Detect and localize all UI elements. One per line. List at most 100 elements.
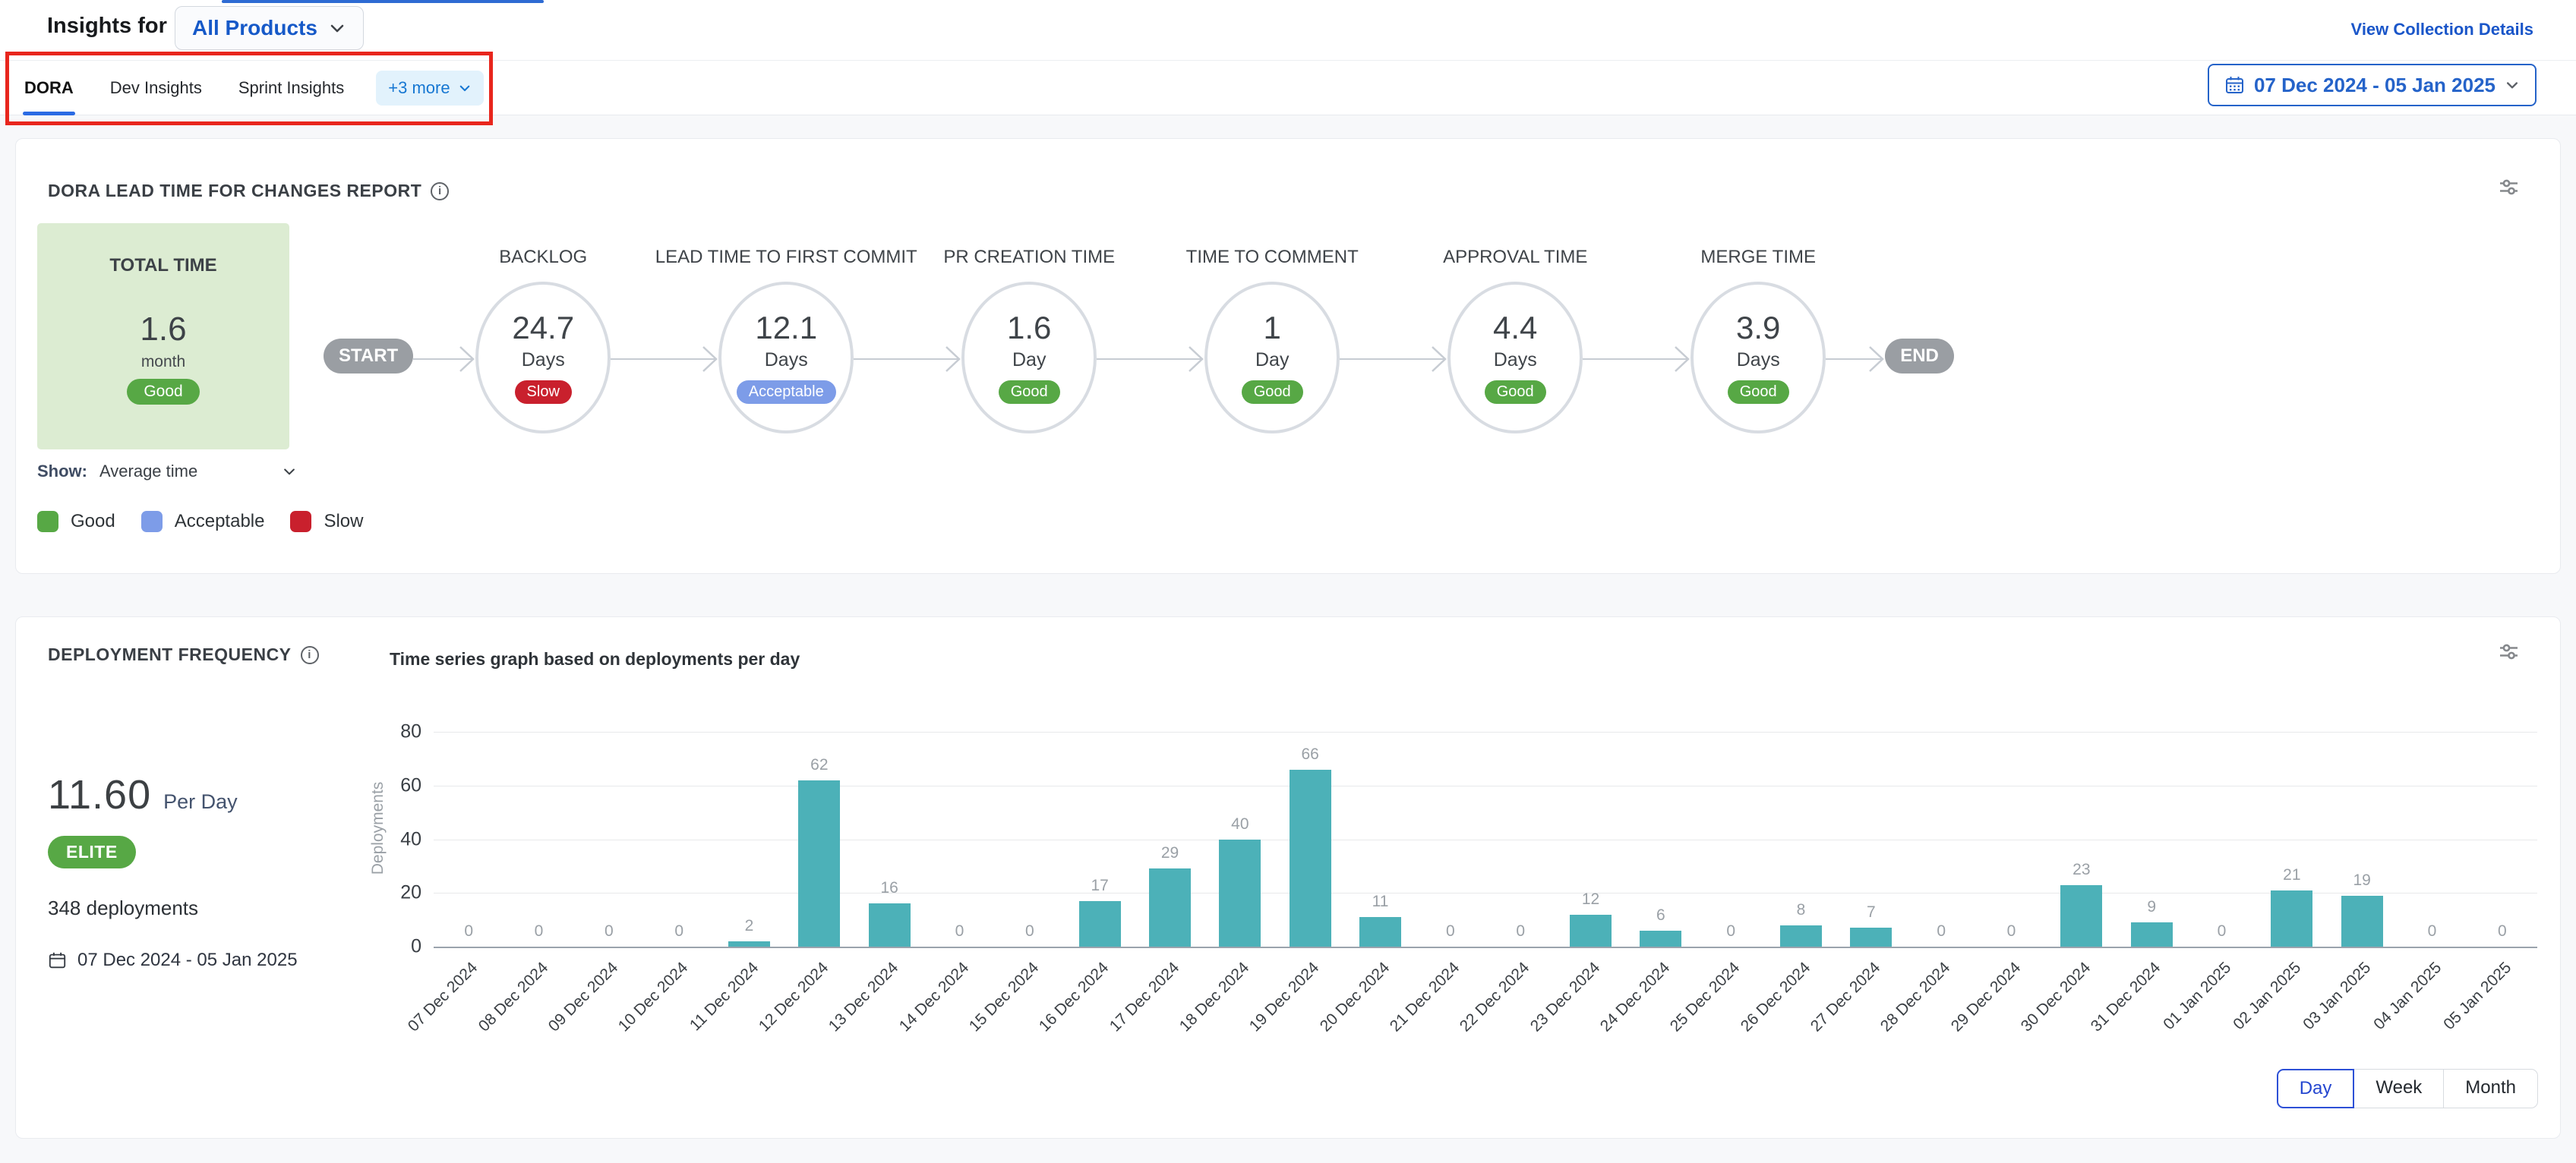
deployment-title-text: DEPLOYMENT FREQUENCY [48, 645, 292, 664]
deployment-bar[interactable] [1640, 930, 1682, 947]
view-collection-details-link[interactable]: View Collection Details [2350, 20, 2533, 39]
total-deployments-text: 348 deployments [48, 897, 199, 919]
x-axis-tick: 17 Dec 2024 [1106, 959, 1182, 1035]
deployment-bar[interactable] [1289, 769, 1331, 947]
stage-name: TIME TO COMMENT [1185, 247, 1359, 268]
x-axis-tick: 21 Dec 2024 [1386, 959, 1463, 1035]
lead-time-card-title: DORA LEAD TIME FOR CHANGES REPORT i [48, 181, 450, 201]
x-axis-tick: 04 Jan 2025 [2369, 959, 2445, 1034]
deployment-bar[interactable] [1780, 925, 1822, 947]
tab-dora[interactable]: DORA [23, 61, 75, 115]
stage-status-badge: Slow [514, 380, 572, 404]
pipeline-stage-merge-time: MERGE TIME 3.9 Days Good [1690, 201, 1826, 433]
pipeline-start-pill: START [324, 339, 414, 373]
bar-value-label: 8 [1796, 900, 1806, 919]
cropped-text-artifact [222, 0, 544, 3]
x-axis-tick: 30 Dec 2024 [2017, 959, 2095, 1035]
deployment-bar[interactable] [2271, 890, 2313, 947]
gridline [434, 732, 2537, 733]
deployment-bar[interactable] [728, 941, 770, 947]
x-axis-tick: 25 Dec 2024 [1666, 959, 1744, 1035]
chevron-down-icon [2505, 77, 2520, 93]
stage-unit: Days [1736, 348, 1780, 370]
legend-item-good: Good [37, 511, 115, 532]
stage-circle: 4.4 Days Good [1447, 282, 1583, 433]
toggle-day-button[interactable]: Day [2276, 1069, 2355, 1108]
flow-arrow-icon [1583, 342, 1690, 376]
granularity-toggle: Day Week Month [2276, 1069, 2538, 1108]
x-axis-tick: 08 Dec 2024 [475, 959, 551, 1035]
more-tabs-dropdown[interactable]: +3 more [376, 70, 484, 106]
show-metric-dropdown[interactable]: Show: Average time [37, 462, 297, 481]
deployments-bar-chart: 80 60 40 20 0 0 07 Dec 2024 0 08 Dec 2024 0 09 Dec… [400, 721, 2537, 1035]
show-selected-value: Average time [99, 462, 198, 481]
deployment-bar[interactable] [1359, 917, 1401, 947]
chart-settings-icon[interactable] [2499, 641, 2519, 662]
info-icon[interactable]: i [431, 181, 450, 200]
stage-status-badge: Good [1484, 380, 1546, 404]
bar-value-label: 66 [1301, 745, 1319, 763]
legend-label: Good [71, 511, 115, 531]
x-axis-tick: 15 Dec 2024 [965, 959, 1043, 1035]
x-axis-tick: 22 Dec 2024 [1456, 959, 1533, 1035]
tab-sprint-insights[interactable]: Sprint Insights [238, 77, 345, 97]
stage-unit: Day [1255, 348, 1290, 370]
flow-arrow-icon [1340, 342, 1447, 376]
bar-value-label: 0 [674, 922, 683, 940]
deployment-bar[interactable] [798, 780, 841, 947]
deployment-frequency-card: DEPLOYMENT FREQUENCY i Time series graph… [15, 616, 2561, 1139]
legend-label: Acceptable [174, 511, 265, 531]
deployment-card-title: DEPLOYMENT FREQUENCY i [48, 645, 319, 665]
x-axis-tick: 09 Dec 2024 [545, 959, 622, 1035]
y-axis-tick: 0 [411, 935, 421, 957]
stage-circle: 1 Day Good [1204, 282, 1340, 433]
date-range-picker[interactable]: 07 Dec 2024 - 05 Jan 2025 [2207, 64, 2537, 106]
pipeline-stage-lead-time-to-first-commit: LEAD TIME TO FIRST COMMIT 12.1 Days Accepta… [655, 201, 917, 433]
bar-value-label: 7 [1866, 903, 1876, 922]
deployment-bar[interactable] [2130, 922, 2173, 947]
tab-dev-insights[interactable]: Dev Insights [109, 77, 202, 97]
deployment-bar[interactable] [2060, 884, 2103, 947]
total-time-label: TOTAL TIME [109, 255, 217, 276]
bar-value-label: 16 [880, 879, 898, 897]
deployment-bar[interactable] [1149, 868, 1191, 947]
y-axis-tick: 40 [400, 828, 421, 849]
legend-swatch [290, 511, 312, 532]
x-axis-tick: 16 Dec 2024 [1035, 959, 1113, 1035]
deployment-bar[interactable] [2341, 895, 2383, 947]
stage-circle: 24.7 Days Slow [475, 282, 611, 433]
stage-value: 4.4 [1493, 309, 1538, 345]
toggle-month-button[interactable]: Month [2443, 1069, 2538, 1108]
product-selector-dropdown[interactable]: All Products [175, 6, 364, 50]
tab-strip: DORA Dev Insights Sprint Insights +3 more [0, 60, 2576, 115]
bar-value-label: 0 [604, 922, 614, 940]
x-axis-tick: 29 Dec 2024 [1947, 959, 2024, 1035]
deployment-bar[interactable] [1219, 839, 1261, 947]
stage-value: 1.6 [1007, 309, 1052, 345]
info-icon[interactable]: i [300, 645, 319, 664]
x-axis-tick: 20 Dec 2024 [1316, 959, 1393, 1035]
bar-value-label: 11 [1372, 893, 1389, 911]
bar-value-label: 40 [1231, 815, 1249, 833]
bar-value-label: 0 [534, 922, 544, 940]
date-range-label: 07 Dec 2024 - 05 Jan 2025 [2253, 73, 2496, 96]
stage-status-badge: Acceptable [736, 380, 836, 404]
deployment-bar[interactable] [1850, 928, 1893, 947]
pipeline-stage-backlog: BACKLOG 24.7 Days Slow [475, 201, 611, 433]
chart-settings-icon[interactable] [2499, 177, 2519, 197]
bar-value-label: 0 [1445, 922, 1455, 940]
deployment-bar[interactable] [1078, 900, 1121, 947]
flow-arrow-icon [1826, 342, 1885, 376]
gridline [434, 947, 2537, 948]
deployment-bar[interactable] [1570, 914, 1612, 947]
stage-status-badge: Good [998, 380, 1060, 404]
chevron-down-icon [458, 81, 472, 95]
deployment-bar[interactable] [868, 903, 911, 947]
toggle-week-button[interactable]: Week [2353, 1069, 2445, 1108]
flow-arrow-icon [611, 342, 718, 376]
stage-unit: Days [1493, 348, 1537, 370]
x-axis-tick: 05 Jan 2025 [2440, 959, 2515, 1034]
pipeline-stage-time-to-comment: TIME TO COMMENT 1 Day Good [1186, 201, 1359, 433]
legend-label: Slow [324, 511, 364, 531]
